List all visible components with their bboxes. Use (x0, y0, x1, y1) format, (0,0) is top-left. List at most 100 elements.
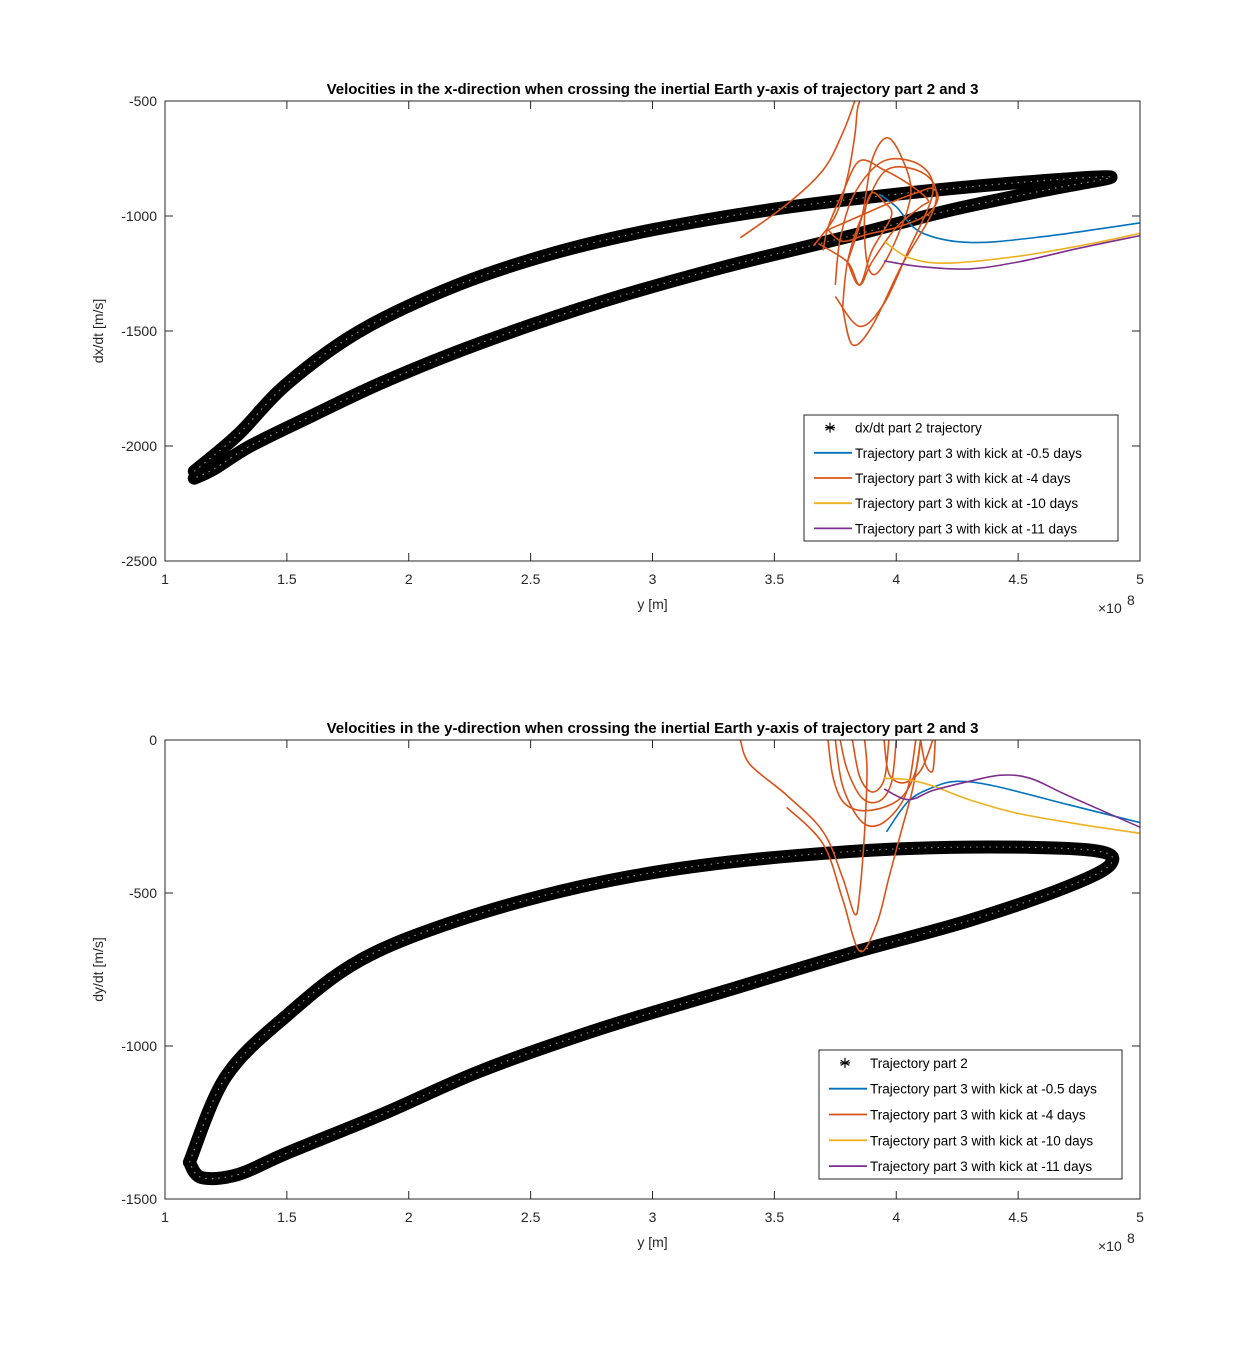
chart-2-title: Velocities in the y-direction when cross… (327, 720, 979, 737)
chart-2-x-ticks: 1 1.5 2 2.5 3 3.5 4 4.5 5 (161, 740, 1144, 1225)
chart-2-series-line-5 (883, 774, 1140, 828)
chart-2-x-exponent-base: ×10 (1098, 1238, 1122, 1254)
chart-1-x-exponent-base: ×10 (1098, 600, 1122, 616)
chart-2-series-line-4 (884, 777, 1140, 835)
chart-1-series-3 (739, 101, 939, 347)
chart-1-y-tick-label: -1500 (121, 323, 157, 339)
chart-1-x-axis-label: y [m] (637, 596, 667, 612)
chart-1-title: Velocities in the x-direction when cross… (327, 81, 979, 98)
chart-1-legend: dx/dt part 2 trajectory Trajectory part 3… (803, 414, 1119, 542)
chart-2-legend-item: Trajectory part 3 with kick at -0.5 days (829, 1082, 1097, 1097)
chart-2-series-line-2 (885, 780, 1140, 833)
chart-1-legend-item: Trajectory part 3 with kick at -10 days (814, 496, 1078, 511)
chart-2: Velocities in the y-direction when cross… (90, 720, 1144, 1254)
chart-2-series-4 (884, 777, 1140, 835)
chart-2-x-tick-label: 2.5 (521, 1209, 541, 1225)
chart-1-y-ticks: -500 -1000 -1500 -2000 -2500 (121, 93, 1140, 569)
chart-2-legend-item: Trajectory part 3 with kick at -11 days (829, 1159, 1092, 1174)
chart-1-legend-box (803, 414, 1119, 542)
chart-2-legend-label: Trajectory part 3 with kick at -11 days (870, 1159, 1092, 1174)
chart-1-x-tick-label: 4.5 (1008, 571, 1028, 587)
chart-1-x-tick-label: 2 (405, 571, 413, 587)
chart-2-x-tick-label: 2 (405, 1209, 413, 1225)
chart-1-series-line-5 (883, 234, 1140, 270)
chart-1-x-tick-label: 4 (892, 571, 900, 587)
chart-1-legend-item: Trajectory part 3 with kick at -11 days (814, 521, 1077, 536)
chart-1-x-tick-label: 1 (161, 571, 169, 587)
chart-1-series-line-4 (883, 232, 1140, 265)
chart-2-x-axis-label: y [m] (637, 1234, 667, 1250)
chart-1-x-tick-label: 1.5 (277, 571, 297, 587)
chart-1-legend-label: Trajectory part 3 with kick at -0.5 days (855, 446, 1082, 461)
chart-1-legend-label: Trajectory part 3 with kick at -10 days (855, 496, 1078, 511)
chart-2-series-layer (182, 740, 1140, 1186)
chart-2-kick4-branch-5 (839, 740, 898, 804)
chart-2-series-1 (182, 840, 1120, 1186)
chart-2-x-tick-label: 1.5 (277, 1209, 297, 1225)
chart-1-y-tick-label: -1000 (121, 208, 157, 224)
chart-2-kick4-branch-1 (739, 740, 868, 916)
chart-1: Velocities in the x-direction when cross… (90, 81, 1144, 616)
chart-1-series-5 (883, 234, 1140, 270)
chart-1-y-tick-label: -2000 (121, 438, 157, 454)
chart-1-kick4-branch-4 (834, 158, 934, 328)
chart-1-y-tick-label: -2500 (121, 553, 157, 569)
chart-1-kick4-branch-6 (846, 137, 912, 286)
chart-1-x-exponent: ×10 8 (1098, 592, 1135, 616)
chart-1-x-tick-label: 2.5 (521, 571, 541, 587)
chart-2-y-axis-label: dy/dt [m/s] (90, 937, 106, 1002)
chart-2-legend-item: Trajectory part 3 with kick at -10 days (829, 1133, 1093, 1148)
chart-2-kick4-branch-4 (834, 740, 917, 828)
chart-1-x-tick-label: 5 (1136, 571, 1144, 587)
chart-1-legend-item: Trajectory part 3 with kick at -0.5 days (814, 446, 1082, 461)
chart-1-x-tick-label: 3.5 (765, 571, 785, 587)
chart-1-x-ticks: 1 1.5 2 2.5 3 3.5 4 4.5 5 (161, 101, 1144, 587)
chart-2-x-exponent-power: 8 (1127, 1230, 1135, 1246)
chart-1-series-2 (878, 193, 1140, 244)
chart-2-legend-box (818, 1049, 1123, 1180)
chart-2-x-exponent: ×10 8 (1098, 1230, 1135, 1254)
chart-2-part2-loop-texture (188, 846, 1114, 1180)
chart-2-legend-label: Trajectory part 3 with kick at -0.5 days (870, 1082, 1097, 1097)
chart-1-x-exponent-power: 8 (1127, 592, 1135, 608)
chart-1-series-4 (883, 232, 1140, 265)
chart-2-series-3 (739, 740, 937, 953)
chart-1-kick4-branch-1 (739, 101, 856, 239)
chart-1-kick4-branch-7 (827, 187, 939, 243)
chart-1-legend-item: Trajectory part 3 with kick at -4 days (814, 471, 1071, 486)
chart-2-y-tick-label: -500 (129, 885, 157, 901)
chart-2-legend-item: Trajectory part 3 with kick at -4 days (829, 1108, 1086, 1123)
chart-2-x-tick-label: 3.5 (765, 1209, 785, 1225)
chart-1-series-1 (187, 170, 1118, 485)
chart-2-y-ticks: 0 -500 -1000 -1500 (121, 732, 1140, 1207)
chart-1-series-layer (187, 101, 1140, 485)
chart-2-y-tick-label: -1000 (121, 1038, 157, 1054)
chart-1-y-tick-label: -500 (129, 93, 157, 109)
chart-2-x-tick-label: 4 (892, 1209, 900, 1225)
chart-2-kick4-branch-6 (851, 740, 890, 793)
chart-2-y-tick-label: 0 (149, 732, 157, 748)
chart-2-legend-item: Trajectory part 2 (840, 1056, 968, 1071)
chart-1-part2-loop (187, 170, 1118, 485)
chart-2-legend-label: Trajectory part 2 (870, 1056, 968, 1071)
chart-1-x-tick-label: 3 (649, 571, 657, 587)
chart-2-x-tick-label: 3 (649, 1209, 657, 1225)
chart-2-x-tick-label: 1 (161, 1209, 169, 1225)
chart-2-x-tick-label: 5 (1136, 1209, 1144, 1225)
chart-1-legend-label: Trajectory part 3 with kick at -11 days (855, 521, 1077, 536)
chart-2-series-5 (883, 774, 1140, 828)
chart-2-y-tick-label: -1500 (121, 1191, 157, 1207)
chart-1-legend-label: dx/dt part 2 trajectory (855, 421, 982, 436)
chart-1-legend-label: Trajectory part 3 with kick at -4 days (855, 471, 1071, 486)
chart-2-series-2 (885, 780, 1140, 833)
chart-2-legend: Trajectory part 2 Trajectory part 3 with … (818, 1049, 1123, 1180)
chart-1-legend-item: dx/dt part 2 trajectory (825, 421, 982, 436)
chart-2-legend-label: Trajectory part 3 with kick at -10 days (870, 1133, 1093, 1148)
chart-2-legend-label: Trajectory part 3 with kick at -4 days (870, 1108, 1086, 1123)
chart-1-series-line-2 (878, 193, 1140, 244)
chart-2-kick4-branch-8 (919, 740, 937, 773)
chart-1-y-axis-label: dx/dt [m/s] (90, 299, 106, 364)
chart-2-kick4-branch-3 (827, 740, 922, 812)
chart-1-kick4-branch-2 (812, 101, 861, 247)
